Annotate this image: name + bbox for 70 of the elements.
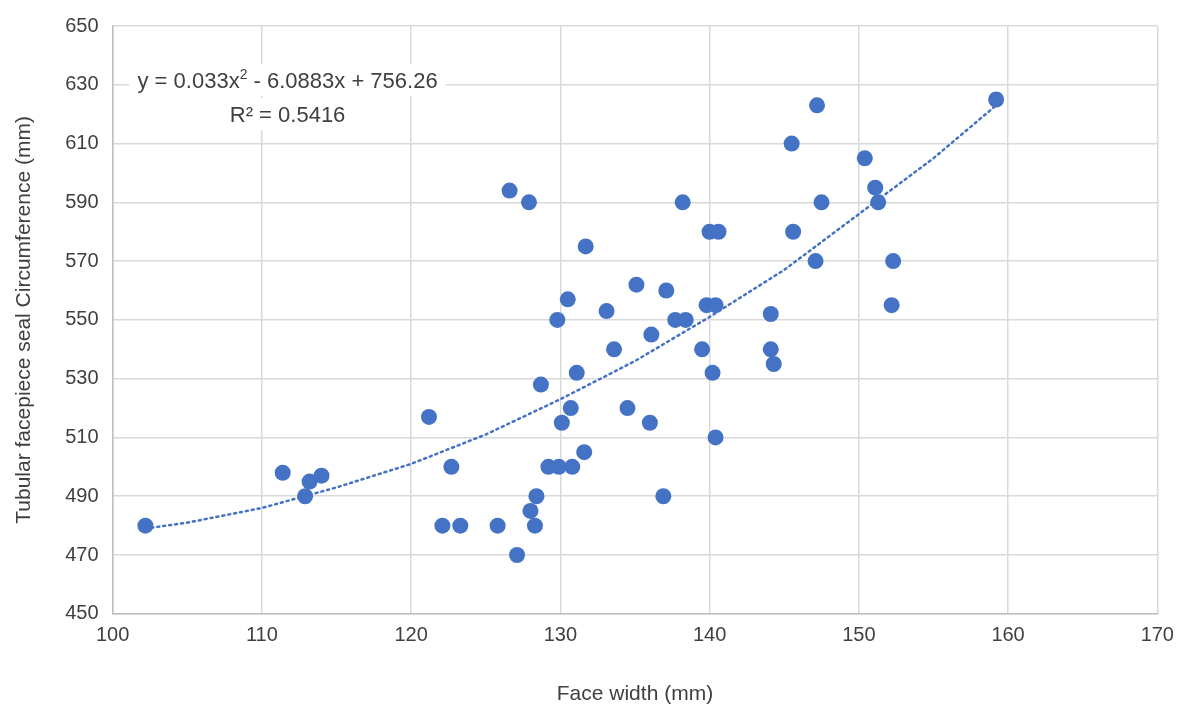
y-tick-label: 570 [65, 248, 99, 271]
point [707, 429, 724, 446]
point [641, 414, 658, 431]
point [807, 253, 824, 270]
point [655, 488, 672, 505]
point [434, 517, 451, 534]
point [528, 488, 545, 505]
point [785, 223, 802, 240]
point [509, 547, 526, 564]
point [619, 400, 636, 417]
point [443, 458, 460, 475]
point [813, 194, 830, 211]
y-tick-label: 510 [65, 424, 99, 447]
annotation: R² = 0.5416 [229, 102, 346, 127]
point [576, 444, 593, 461]
y-tick-label: 630 [65, 72, 99, 95]
point [885, 253, 902, 270]
point [420, 408, 437, 425]
point [564, 458, 581, 475]
point [606, 341, 623, 358]
y-tick-label: 550 [65, 307, 99, 330]
x-tick-label: 160 [991, 623, 1025, 646]
x-axis-title: Face width (mm) [556, 681, 714, 705]
y-tick-label: 470 [65, 542, 99, 565]
point [628, 276, 645, 293]
point [559, 291, 576, 308]
point [274, 464, 291, 481]
point [568, 364, 585, 381]
y-tick-label: 490 [65, 483, 99, 506]
point [562, 400, 579, 417]
point [704, 364, 721, 381]
x-tick-label: 120 [394, 623, 428, 646]
y-tick-label: 610 [65, 131, 99, 154]
point [553, 414, 570, 431]
point [532, 376, 549, 393]
y-tick-label: 650 [65, 13, 99, 36]
point [549, 311, 566, 328]
point [694, 341, 711, 358]
x-tick-label: 140 [692, 623, 727, 646]
point [867, 179, 884, 196]
point [809, 97, 826, 114]
point [598, 303, 615, 320]
point [526, 517, 543, 534]
y-tick-label: 530 [65, 366, 99, 389]
x-tick-label: 110 [245, 623, 278, 646]
x-tick-label: 170 [1140, 623, 1174, 646]
y-axis-title: Tubular facepiece seal Circumference (mm) [11, 116, 35, 524]
y-tick-label: 590 [65, 189, 99, 212]
point [501, 182, 518, 199]
point [765, 355, 782, 372]
x-tick-label: 100 [95, 623, 130, 646]
point [674, 194, 691, 211]
point [658, 282, 675, 299]
point [783, 135, 800, 152]
point [522, 502, 539, 519]
point [577, 238, 594, 255]
point [452, 517, 469, 534]
x-tick-label: 150 [842, 623, 876, 646]
point [643, 326, 660, 343]
point [883, 297, 900, 314]
point [762, 341, 779, 358]
point [313, 467, 330, 484]
point [489, 517, 506, 534]
point [856, 150, 873, 167]
point [301, 473, 318, 490]
x-tick-label: 130 [543, 623, 578, 646]
point [520, 194, 537, 211]
y-tick-label: 450 [65, 601, 99, 624]
point [762, 306, 779, 323]
point [988, 91, 1005, 108]
